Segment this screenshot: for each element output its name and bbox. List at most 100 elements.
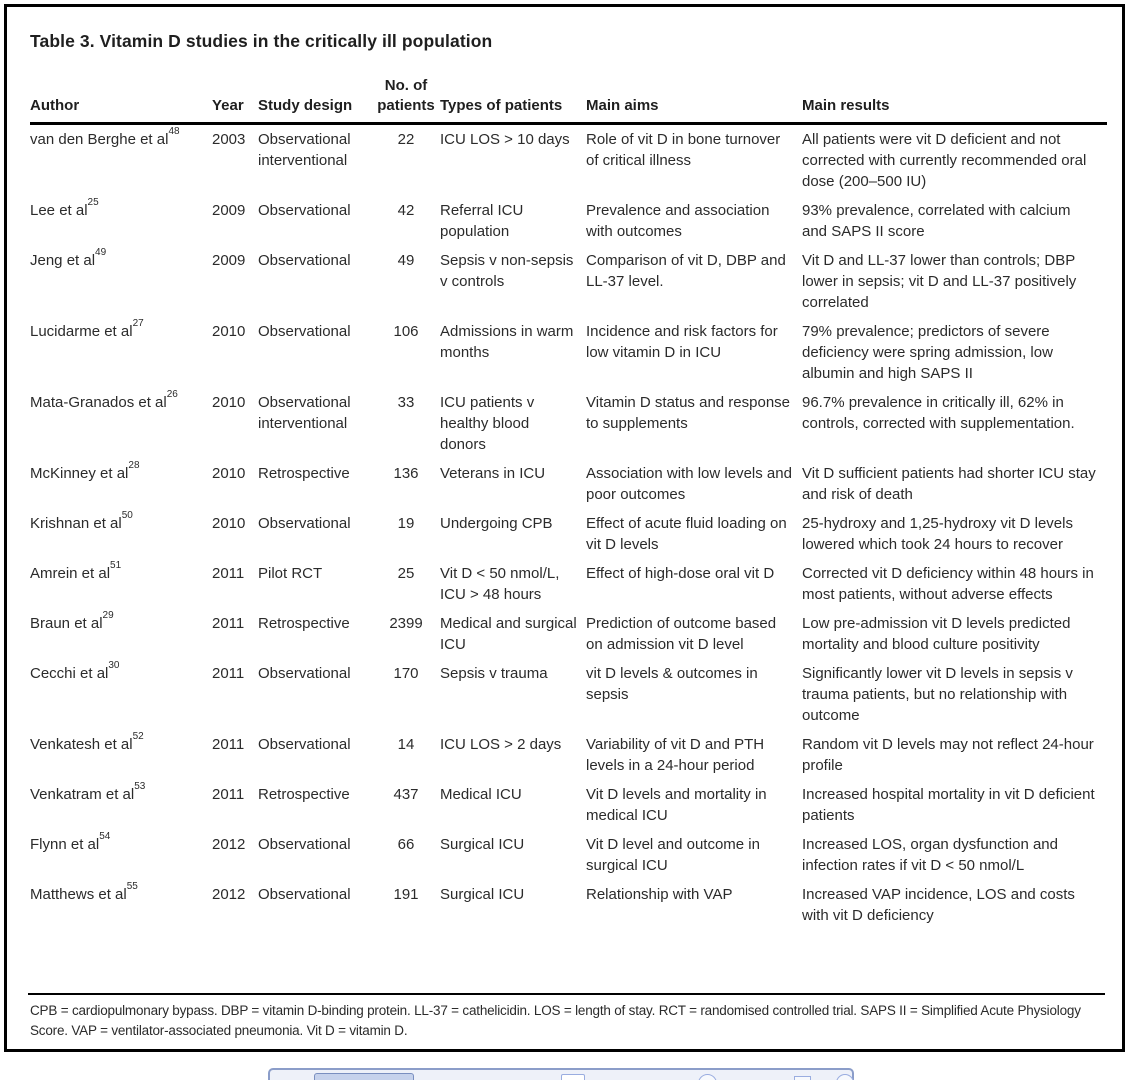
cell-year: 2011: [212, 786, 245, 803]
cell-author: Matthews et al55: [30, 881, 138, 904]
table-row: Krishnan et al50 2010 Observational 19 U…: [30, 509, 1107, 559]
cell-year: 2009: [212, 202, 246, 219]
cell-results: 79% prevalence; predictors of severe def…: [802, 323, 1053, 382]
table-header-row: Author Year Study design No. of patients…: [30, 76, 1107, 125]
table-row: Venkatesh et al52 2011 Observational 14 …: [30, 730, 1107, 780]
cell-author: van den Berghe et al48: [30, 126, 180, 149]
cell-types: Vit D < 50 nmol/L, ICU > 48 hours: [440, 565, 560, 603]
cell-types: ICU patients v healthy blood donors: [440, 394, 535, 453]
table-row: Braun et al29 2011 Retrospective 2399 Me…: [30, 609, 1107, 659]
cell-patients: 33: [397, 394, 415, 411]
cell-patients: 136: [393, 465, 419, 482]
cell-results: Low pre-admission vit D levels predicted…: [802, 615, 1071, 653]
cell-aims: Prevalence and association with outcomes: [586, 202, 770, 240]
cell-results: All patients were vit D deficient and no…: [802, 131, 1087, 190]
cell-types: Medical and surgical ICU: [440, 615, 577, 653]
table-row: McKinney et al28 2010 Retrospective 136 …: [30, 459, 1107, 509]
cell-types: Surgical ICU: [440, 836, 525, 853]
cell-patients: 106: [393, 323, 419, 340]
cell-results: 25-hydroxy and 1,25-hydroxy vit D levels…: [802, 515, 1073, 553]
cell-year: 2011: [212, 665, 245, 682]
cell-results: Random vit D levels may not reflect 24-h…: [802, 736, 1094, 774]
cell-aims: vit D levels & outcomes in sepsis: [586, 665, 758, 703]
cell-results: Increased VAP incidence, LOS and costs w…: [802, 886, 1075, 924]
reference-superscript: 54: [99, 831, 111, 842]
table-row: Lee et al25 2009 Observational 42 Referr…: [30, 196, 1107, 246]
cell-types: ICU LOS > 10 days: [440, 131, 570, 148]
cell-design: Observational: [258, 836, 351, 853]
cell-patients: 170: [393, 665, 419, 682]
cell-aims: Role of vit D in bone turnover of critic…: [586, 131, 781, 169]
cell-aims: Prediction of outcome based on admission…: [586, 615, 777, 653]
cell-author: Venkatram et al53: [30, 781, 146, 804]
cell-results: 93% prevalence, correlated with calcium …: [802, 202, 1071, 240]
cell-results: Vit D sufficient patients had shorter IC…: [802, 465, 1096, 503]
cell-types: Sepsis v trauma: [440, 665, 548, 682]
cell-patients: 22: [397, 131, 415, 148]
cell-patients: 42: [397, 202, 415, 219]
cell-year: 2010: [212, 323, 246, 340]
cell-results: Increased LOS, organ dysfunction and inf…: [802, 836, 1058, 874]
cell-results: Vit D and LL-37 lower than controls; DBP…: [802, 252, 1077, 311]
cell-design: Observational: [258, 323, 351, 340]
cell-author: Jeng et al49: [30, 247, 107, 270]
cell-patients: 2399: [389, 615, 423, 632]
column-header-year: Year: [212, 76, 258, 125]
cell-patients: 191: [393, 886, 419, 903]
toolbar-zoom-out-button[interactable]: [698, 1074, 717, 1080]
cell-year: 2011: [212, 565, 245, 582]
reference-superscript: 26: [166, 389, 178, 400]
cell-design: Retrospective: [258, 465, 350, 482]
cell-author: Venkatesh et al52: [30, 731, 144, 754]
cell-author: McKinney et al28: [30, 460, 140, 483]
reference-superscript: 50: [121, 510, 133, 521]
cell-year: 2009: [212, 252, 246, 269]
toolbar-selected-button[interactable]: [314, 1073, 414, 1080]
table-row: Matthews et al55 2012 Observational 191 …: [30, 880, 1107, 930]
column-header-aims: Main aims: [586, 76, 802, 125]
reference-superscript: 49: [95, 247, 107, 258]
reference-superscript: 48: [168, 126, 180, 137]
cell-design: Retrospective: [258, 615, 350, 632]
cell-design: Pilot RCT: [258, 565, 323, 582]
cell-aims: Vitamin D status and response to supplem…: [586, 394, 791, 432]
reference-superscript: 55: [126, 881, 138, 892]
table-row: Cecchi et al30 2011 Observational 170 Se…: [30, 659, 1107, 730]
viewer-toolbar-fragment: [268, 1068, 854, 1080]
column-header-author: Author: [30, 76, 212, 125]
table-row: Flynn et al54 2012 Observational 66 Surg…: [30, 830, 1107, 880]
reference-superscript: 28: [128, 460, 140, 471]
cell-types: Surgical ICU: [440, 886, 525, 903]
cell-patients: 437: [393, 786, 419, 803]
cell-year: 2012: [212, 836, 246, 853]
cell-design: Observational: [258, 515, 351, 532]
table-row: Amrein et al51 2011 Pilot RCT 25 Vit D <…: [30, 559, 1107, 609]
cell-aims: Effect of high-dose oral vit D: [586, 565, 775, 582]
cell-year: 2011: [212, 736, 245, 753]
cell-aims: Vit D level and outcome in surgical ICU: [586, 836, 760, 874]
cell-year: 2010: [212, 394, 246, 411]
cell-patients: 14: [397, 736, 415, 753]
cell-types: Admissions in warm months: [440, 323, 574, 361]
reference-superscript: 53: [134, 781, 146, 792]
table-row: Mata-Granados et al26 2010 Observational…: [30, 388, 1107, 459]
cell-design: Observational: [258, 665, 351, 682]
cell-author: Cecchi et al30: [30, 660, 120, 683]
table-row: Jeng et al49 2009 Observational 49 Sepsi…: [30, 246, 1107, 317]
cell-year: 2011: [212, 615, 245, 632]
cell-author: Flynn et al54: [30, 831, 111, 854]
column-header-types: Types of patients: [440, 76, 586, 125]
cell-author: Krishnan et al50: [30, 510, 133, 533]
cell-aims: Vit D levels and mortality in medical IC…: [586, 786, 767, 824]
table-row: Lucidarme et al27 2010 Observational 106…: [30, 317, 1107, 388]
toolbar-zoom-in-button[interactable]: [836, 1074, 854, 1080]
cell-patients: 25: [397, 565, 415, 582]
reference-superscript: 25: [87, 197, 99, 208]
cell-types: Referral ICU population: [440, 202, 524, 240]
cell-aims: Comparison of vit D, DBP and LL-37 level…: [586, 252, 786, 290]
cell-design: Observational: [258, 886, 351, 903]
table-row: van den Berghe et al48 2003 Observationa…: [30, 124, 1107, 197]
toolbar-page-input[interactable]: [561, 1074, 585, 1080]
toolbar-zoom-level[interactable]: [794, 1076, 811, 1080]
cell-patients: 66: [397, 836, 415, 853]
